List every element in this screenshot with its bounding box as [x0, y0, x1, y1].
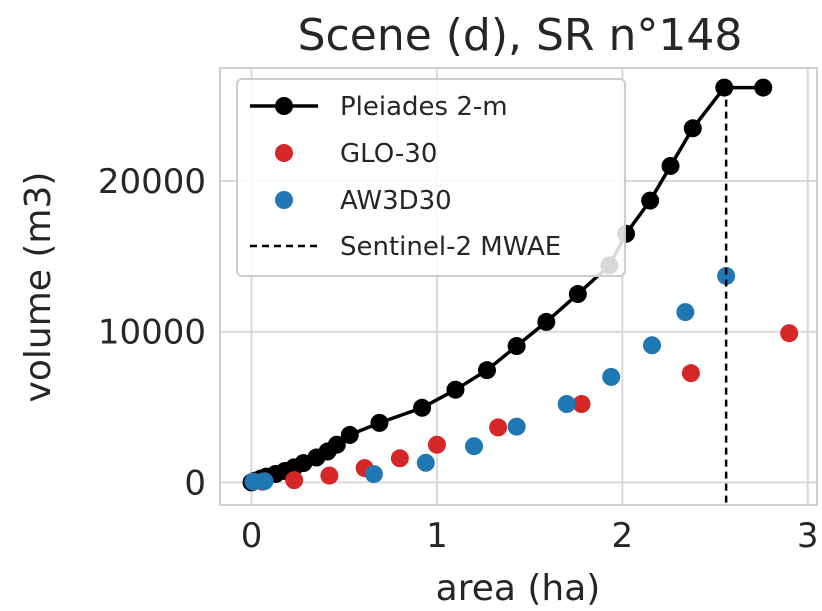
series-2: [244, 266, 736, 491]
data-point: [255, 472, 274, 491]
series-1: [253, 324, 799, 491]
data-point: [715, 78, 734, 97]
data-point: [370, 413, 389, 432]
data-point: [477, 361, 496, 380]
data-point: [717, 266, 736, 285]
data-point: [642, 336, 661, 355]
legend-item: Sentinel-2 MWAE: [250, 232, 561, 262]
data-point: [489, 418, 508, 437]
data-point: [780, 324, 799, 343]
legend-marker: [275, 97, 293, 115]
data-point: [754, 78, 773, 97]
data-point: [320, 466, 339, 485]
series-layer: [242, 78, 799, 505]
legend-label: Pleiades 2-m: [340, 92, 508, 122]
legend-item: AW3D30: [275, 186, 452, 216]
data-point: [683, 119, 702, 138]
y-tick-label: 0: [184, 463, 206, 503]
y-axis-label: volume (m3): [18, 172, 59, 403]
legend-label: GLO-30: [340, 139, 437, 169]
data-point: [507, 417, 526, 436]
data-point: [340, 425, 359, 444]
data-point: [661, 156, 680, 175]
data-point: [413, 398, 432, 417]
data-point: [681, 364, 700, 383]
data-point: [557, 395, 576, 414]
data-point: [364, 465, 383, 484]
data-point: [446, 380, 465, 399]
data-point: [507, 337, 526, 356]
legend: Pleiades 2-m GLO-30 AW3D30 Sentinel-2 MWAE: [236, 78, 626, 277]
data-point: [465, 437, 484, 456]
legend-marker: [275, 191, 293, 209]
data-point: [285, 471, 304, 490]
y-tick-label: 20000: [98, 162, 206, 202]
x-tick-label: 2: [612, 516, 634, 556]
legend-box: [236, 78, 626, 277]
data-point: [568, 285, 587, 304]
data-point: [641, 191, 660, 210]
legend-marker: [275, 144, 293, 162]
x-tick-label: 1: [426, 516, 448, 556]
legend-item: GLO-30: [275, 139, 437, 169]
plot-frame: [219, 67, 818, 506]
y-tick-label: 10000: [98, 313, 206, 353]
data-point: [537, 312, 556, 331]
x-tick-label: 0: [241, 516, 263, 556]
legend-item: Pleiades 2-m: [250, 92, 508, 122]
legend-label: AW3D30: [340, 186, 452, 216]
data-point: [572, 395, 591, 414]
data-point: [427, 435, 446, 454]
data-point: [390, 449, 409, 468]
data-point: [676, 303, 695, 322]
chart-title: Scene (d), SR n°148: [298, 10, 743, 61]
data-point: [416, 453, 435, 472]
legend-label: Sentinel-2 MWAE: [340, 232, 561, 262]
data-point: [327, 435, 346, 454]
tick-labels: 0 1 2 3 0 10000 20000: [98, 162, 819, 556]
x-axis-label: area (ha): [436, 568, 601, 609]
x-tick-label: 3: [797, 516, 819, 556]
data-point: [602, 367, 621, 386]
